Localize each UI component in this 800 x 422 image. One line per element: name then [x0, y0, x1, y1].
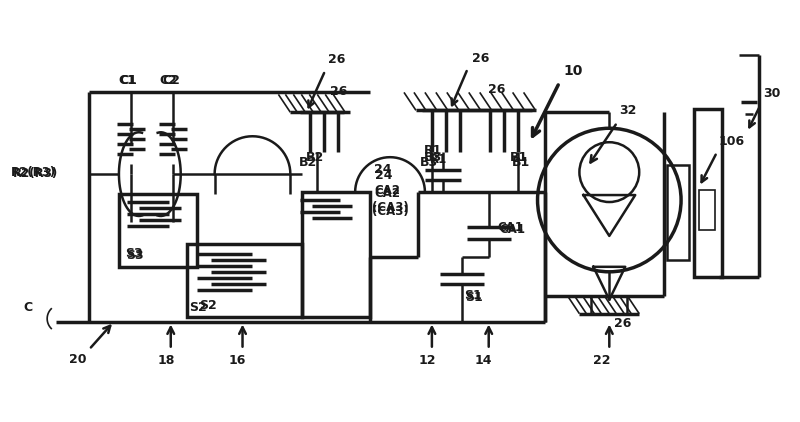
Text: C2: C2: [162, 74, 181, 87]
Text: 26: 26: [330, 85, 348, 98]
Bar: [119, 194, 197, 267]
Text: C1: C1: [118, 74, 136, 87]
Text: B1: B1: [512, 156, 530, 169]
Text: 24: 24: [375, 169, 393, 182]
Text: 18: 18: [157, 354, 174, 368]
Text: 24: 24: [374, 163, 391, 176]
Text: 26: 26: [614, 316, 632, 330]
Text: CA2: CA2: [374, 187, 400, 200]
Bar: [302, 192, 370, 316]
Text: C2: C2: [160, 74, 178, 87]
Text: 12: 12: [418, 354, 436, 368]
Text: B1: B1: [510, 151, 528, 164]
Text: S1: S1: [465, 291, 482, 304]
Text: 32: 32: [619, 104, 637, 117]
Text: S2: S2: [189, 300, 206, 314]
Text: 10: 10: [563, 65, 583, 78]
Text: B3: B3: [424, 151, 442, 164]
Bar: [694, 109, 722, 277]
Bar: [591, 296, 627, 314]
Text: C1: C1: [119, 74, 137, 87]
Text: R2(R3): R2(R3): [11, 166, 57, 179]
Text: 16: 16: [229, 354, 246, 368]
Text: R1: R1: [430, 153, 447, 166]
Bar: [699, 190, 715, 230]
Text: CA1: CA1: [498, 221, 524, 234]
Text: 20: 20: [69, 354, 86, 366]
Text: CA1: CA1: [500, 223, 526, 236]
Text: (CA3): (CA3): [372, 205, 409, 218]
Bar: [667, 165, 689, 260]
Text: 14: 14: [475, 354, 493, 368]
Text: 106: 106: [719, 135, 745, 148]
Text: 22: 22: [593, 354, 610, 368]
Text: 26: 26: [328, 54, 346, 67]
Text: B2: B2: [299, 156, 318, 169]
Text: S3: S3: [125, 247, 142, 260]
Text: 26: 26: [472, 52, 489, 65]
Text: C: C: [23, 300, 32, 314]
Text: 30: 30: [763, 87, 780, 100]
Text: S1: S1: [464, 289, 482, 302]
Text: S2: S2: [198, 299, 217, 312]
Bar: [186, 244, 302, 316]
Text: R2(R3): R2(R3): [14, 167, 58, 180]
Text: CA2: CA2: [374, 184, 400, 197]
Text: 26: 26: [488, 84, 505, 96]
Text: B2: B2: [306, 151, 325, 164]
Text: B3: B3: [420, 156, 438, 169]
Text: S3: S3: [126, 249, 143, 262]
Text: R1: R1: [424, 144, 442, 157]
Text: (CA3): (CA3): [372, 201, 409, 214]
